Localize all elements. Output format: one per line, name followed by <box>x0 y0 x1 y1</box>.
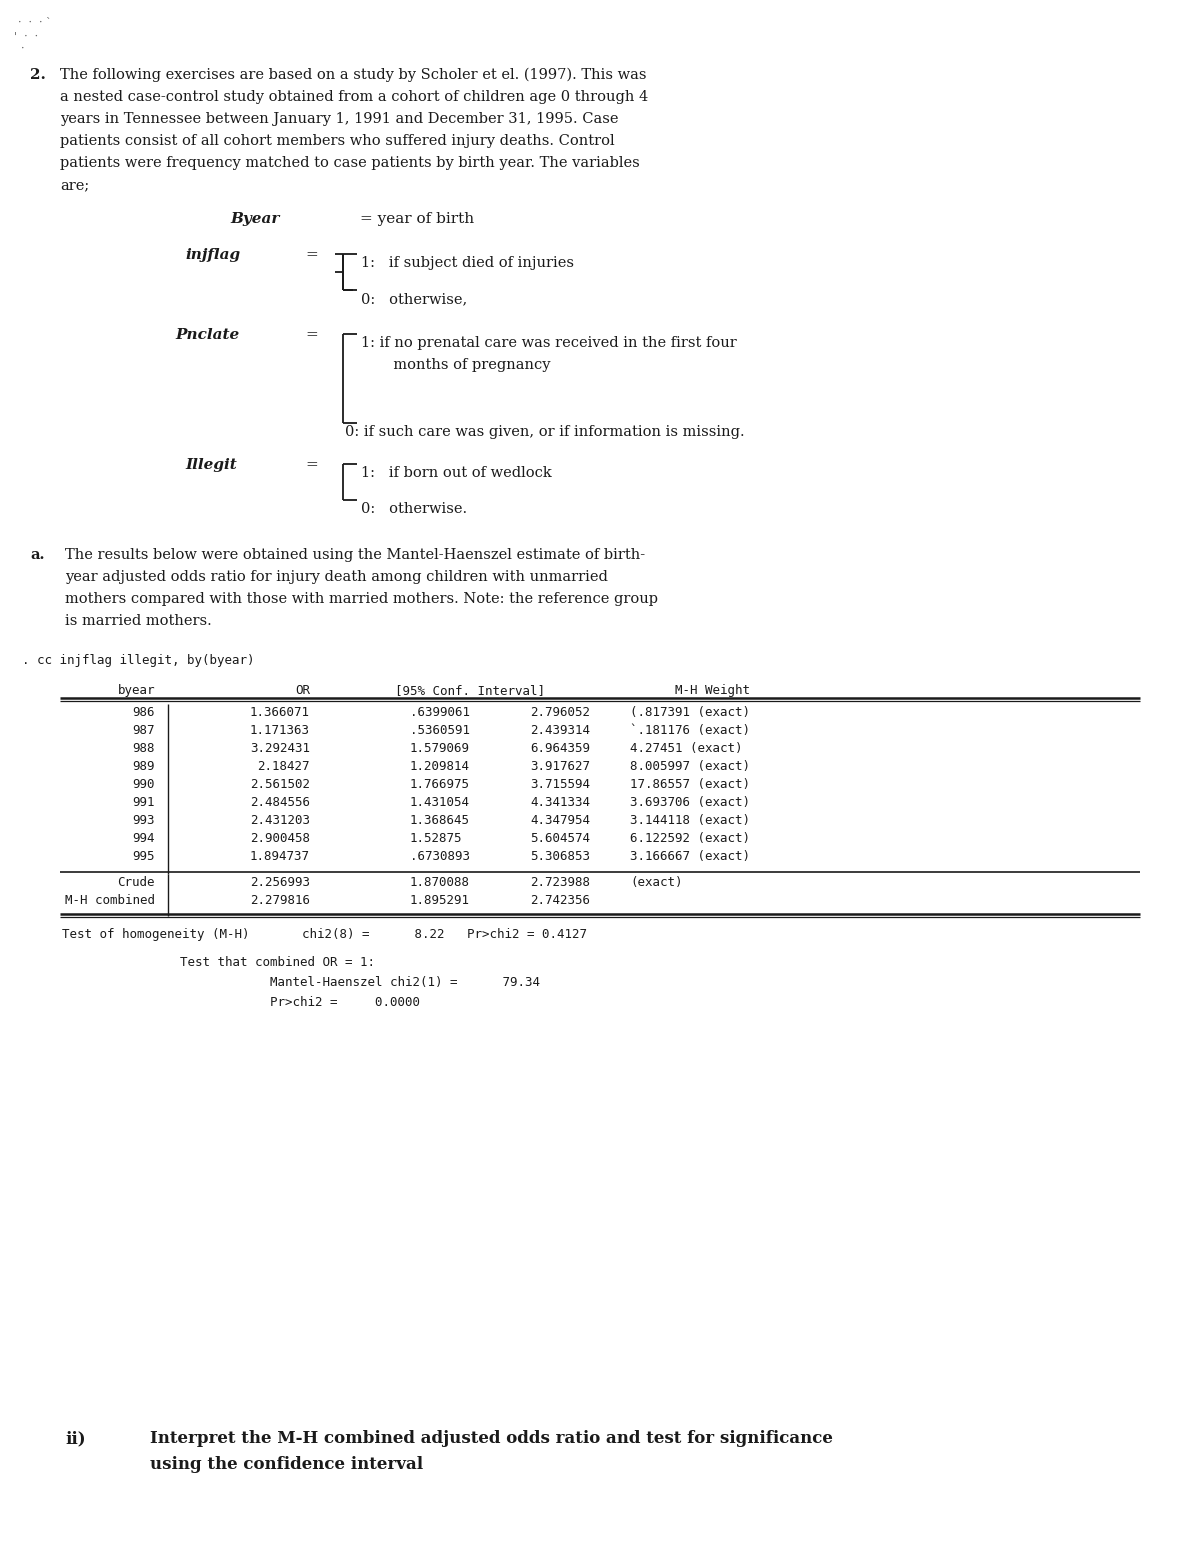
Text: 6.122592 (exact): 6.122592 (exact) <box>630 833 750 845</box>
Text: 2.796052: 2.796052 <box>530 706 590 718</box>
Text: 2.742356: 2.742356 <box>530 894 590 908</box>
Text: 0:   otherwise.: 0: otherwise. <box>361 502 467 516</box>
Text: 2.439314: 2.439314 <box>530 725 590 737</box>
Text: .5360591: .5360591 <box>410 725 470 737</box>
Text: 1:   if born out of wedlock: 1: if born out of wedlock <box>361 466 552 480</box>
Text: 3.917627: 3.917627 <box>530 761 590 773</box>
Text: 2.: 2. <box>30 67 46 81</box>
Text: 1.171363: 1.171363 <box>250 725 310 737</box>
Text: 1.431054: 1.431054 <box>410 797 470 809</box>
Text: 2.723988: 2.723988 <box>530 876 590 889</box>
Text: 1.52875: 1.52875 <box>410 833 462 845</box>
Text: 0: if such care was given, or if information is missing.: 0: if such care was given, or if informa… <box>346 426 745 440</box>
Text: 988: 988 <box>132 742 155 754</box>
Text: Test that combined OR = 1:: Test that combined OR = 1: <box>180 956 374 969</box>
Text: (exact): (exact) <box>630 876 683 889</box>
Text: 1.366071: 1.366071 <box>250 706 310 718</box>
Text: 1.894737: 1.894737 <box>250 850 310 862</box>
Text: M-H combined: M-H combined <box>65 894 155 908</box>
Text: 995: 995 <box>132 850 155 862</box>
Text: Interpret the M-H combined adjusted odds ratio and test for significance: Interpret the M-H combined adjusted odds… <box>150 1430 833 1448</box>
Text: 4.347954: 4.347954 <box>530 814 590 826</box>
Text: a.: a. <box>30 548 44 562</box>
Text: 1: if no prenatal care was received in the first four: 1: if no prenatal care was received in t… <box>361 336 737 351</box>
Text: Pnclate: Pnclate <box>175 329 239 343</box>
Text: 2.431203: 2.431203 <box>250 814 310 826</box>
Text: 1:   if subject died of injuries: 1: if subject died of injuries <box>361 257 574 271</box>
Text: .6730893: .6730893 <box>410 850 470 862</box>
Text: 1.209814: 1.209814 <box>410 761 470 773</box>
Text: 3.144118 (exact): 3.144118 (exact) <box>630 814 750 826</box>
Text: M-H Weight: M-H Weight <box>674 684 750 696</box>
Text: patients were frequency matched to case patients by birth year. The variables: patients were frequency matched to case … <box>60 156 640 171</box>
Text: 1.579069: 1.579069 <box>410 742 470 754</box>
Text: (.817391 (exact): (.817391 (exact) <box>630 706 750 718</box>
Text: 3.693706 (exact): 3.693706 (exact) <box>630 797 750 809</box>
Text: 1.870088: 1.870088 <box>410 876 470 889</box>
Text: =: = <box>305 329 318 343</box>
Text: 986: 986 <box>132 706 155 718</box>
Text: are;: are; <box>60 178 89 192</box>
Text: '  ·  ·: ' · · <box>14 31 38 42</box>
Text: years in Tennessee between January 1, 1991 and December 31, 1995. Case: years in Tennessee between January 1, 19… <box>60 113 618 127</box>
Text: a nested case-control study obtained from a cohort of children age 0 through 4: a nested case-control study obtained fro… <box>60 91 648 103</box>
Text: 2.256993: 2.256993 <box>250 876 310 889</box>
Text: = year of birth: = year of birth <box>360 211 474 225</box>
Text: The results below were obtained using the Mantel-Haenszel estimate of birth-: The results below were obtained using th… <box>65 548 646 562</box>
Text: 994: 994 <box>132 833 155 845</box>
Text: 2.900458: 2.900458 <box>250 833 310 845</box>
Text: 5.604574: 5.604574 <box>530 833 590 845</box>
Text: months of pregnancy: months of pregnancy <box>361 358 551 372</box>
Text: 991: 991 <box>132 797 155 809</box>
Text: 1.895291: 1.895291 <box>410 894 470 908</box>
Text: 2.279816: 2.279816 <box>250 894 310 908</box>
Text: 4.27451 (exact): 4.27451 (exact) <box>630 742 743 754</box>
Text: 987: 987 <box>132 725 155 737</box>
Text: ·  ·  · `: · · · ` <box>18 19 52 28</box>
Text: [95% Conf. Interval]: [95% Conf. Interval] <box>395 684 545 696</box>
Text: 989: 989 <box>132 761 155 773</box>
Text: Test of homogeneity (M-H)       chi2(8) =      8.22   Pr>chi2 = 0.4127: Test of homogeneity (M-H) chi2(8) = 8.22… <box>62 928 587 941</box>
Text: year adjusted odds ratio for injury death among children with unmarried: year adjusted odds ratio for injury deat… <box>65 570 608 584</box>
Text: 4.341334: 4.341334 <box>530 797 590 809</box>
Text: 993: 993 <box>132 814 155 826</box>
Text: Byear: Byear <box>230 211 280 225</box>
Text: The following exercises are based on a study by Scholer et el. (1997). This was: The following exercises are based on a s… <box>60 67 647 83</box>
Text: 2.18427: 2.18427 <box>258 761 310 773</box>
Text: injflag: injflag <box>185 247 240 261</box>
Text: 0:   otherwise,: 0: otherwise, <box>361 293 467 307</box>
Text: ii): ii) <box>65 1430 85 1448</box>
Text: Pr>chi2 =     0.0000: Pr>chi2 = 0.0000 <box>270 995 420 1009</box>
Text: 3.166667 (exact): 3.166667 (exact) <box>630 850 750 862</box>
Text: 3.292431: 3.292431 <box>250 742 310 754</box>
Text: mothers compared with those with married mothers. Note: the reference group: mothers compared with those with married… <box>65 592 658 606</box>
Text: is married mothers.: is married mothers. <box>65 613 211 628</box>
Text: 3.715594: 3.715594 <box>530 778 590 790</box>
Text: OR: OR <box>295 684 310 696</box>
Text: byear: byear <box>118 684 155 696</box>
Text: Crude: Crude <box>118 876 155 889</box>
Text: . cc injflag illegit, by(byear): . cc injflag illegit, by(byear) <box>22 654 254 667</box>
Text: 17.86557 (exact): 17.86557 (exact) <box>630 778 750 790</box>
Text: 1.368645: 1.368645 <box>410 814 470 826</box>
Text: 8.005997 (exact): 8.005997 (exact) <box>630 761 750 773</box>
Text: .6399061: .6399061 <box>410 706 470 718</box>
Text: 2.561502: 2.561502 <box>250 778 310 790</box>
Text: using the confidence interval: using the confidence interval <box>150 1455 424 1473</box>
Text: 1.766975: 1.766975 <box>410 778 470 790</box>
Text: 5.306853: 5.306853 <box>530 850 590 862</box>
Text: Mantel-Haenszel chi2(1) =      79.34: Mantel-Haenszel chi2(1) = 79.34 <box>270 977 540 989</box>
Text: 990: 990 <box>132 778 155 790</box>
Text: ·: · <box>14 44 24 55</box>
Text: `.181176 (exact): `.181176 (exact) <box>630 725 750 737</box>
Text: =: = <box>305 247 318 261</box>
Text: Illegit: Illegit <box>185 459 236 473</box>
Text: patients consist of all cohort members who suffered injury deaths. Control: patients consist of all cohort members w… <box>60 135 614 149</box>
Text: 2.484556: 2.484556 <box>250 797 310 809</box>
Text: =: = <box>305 459 318 473</box>
Text: 6.964359: 6.964359 <box>530 742 590 754</box>
